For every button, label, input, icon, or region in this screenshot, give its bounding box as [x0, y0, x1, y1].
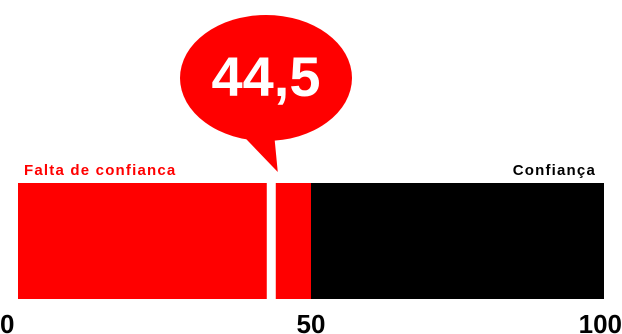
- value-callout-label: 44,5: [212, 45, 321, 108]
- value-callout-bubble: [180, 15, 352, 141]
- confidence-zone-bar: [311, 183, 604, 299]
- tick-label-max: 100: [579, 309, 622, 334]
- value-marker-line: [266, 183, 276, 299]
- high-zone-label: Confiança: [513, 162, 596, 179]
- tick-label-min: 0: [0, 309, 14, 334]
- low-zone-label: Falta de confianca: [24, 162, 176, 179]
- low-confidence-zone-bar: [18, 183, 311, 299]
- tick-label-mid: 50: [297, 309, 326, 334]
